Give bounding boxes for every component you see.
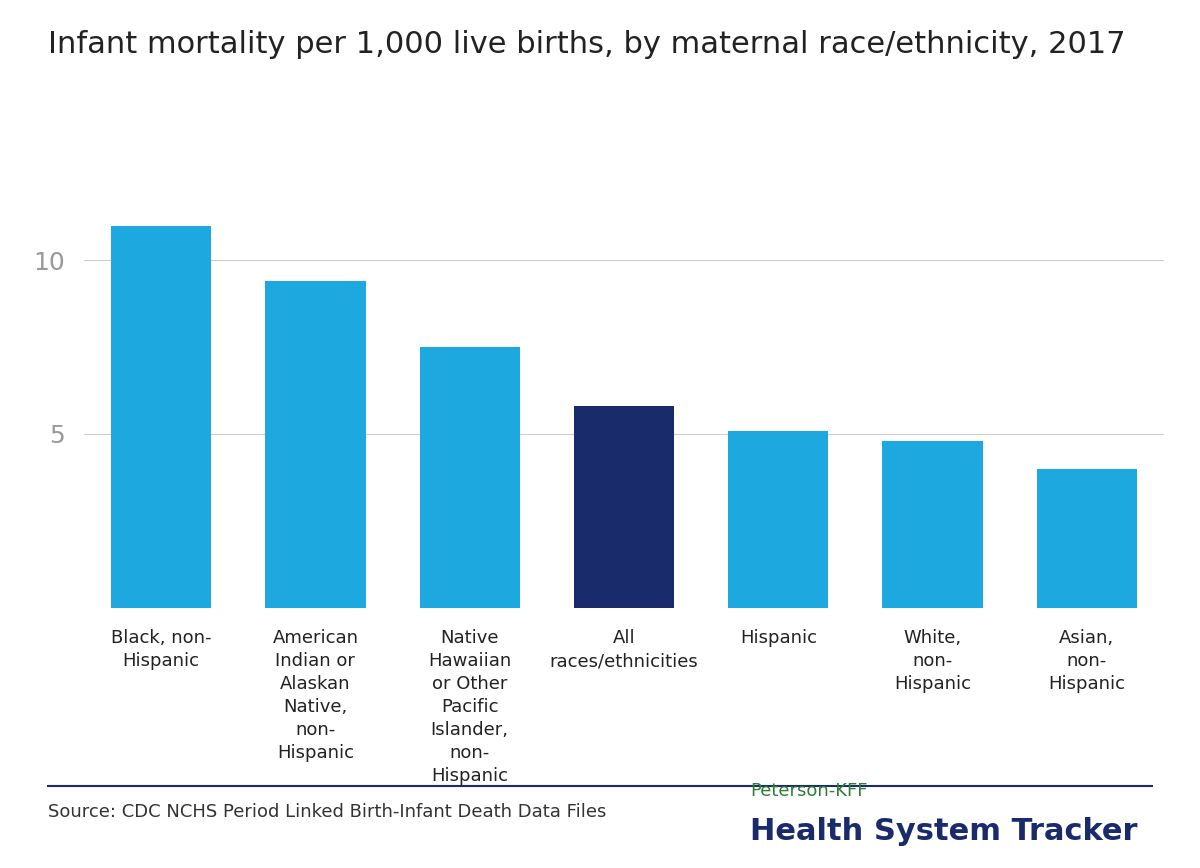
Text: Peterson-KFF: Peterson-KFF	[750, 782, 868, 800]
Text: All
races/ethnicities: All races/ethnicities	[550, 629, 698, 670]
Text: Black, non-
Hispanic: Black, non- Hispanic	[110, 629, 211, 670]
Text: American
Indian or
Alaskan
Native,
non-
Hispanic: American Indian or Alaskan Native, non- …	[272, 629, 359, 762]
Bar	[728, 431, 828, 608]
Bar	[882, 441, 983, 608]
Bar	[420, 347, 520, 608]
Text: White,
non-
Hispanic: White, non- Hispanic	[894, 629, 971, 694]
Bar	[1037, 469, 1138, 608]
Text: Native
Hawaiian
or Other
Pacific
Islander,
non-
Hispanic: Native Hawaiian or Other Pacific Islande…	[428, 629, 511, 785]
Text: Asian,
non-
Hispanic: Asian, non- Hispanic	[1049, 629, 1126, 694]
Bar	[112, 226, 211, 608]
Bar	[265, 281, 366, 608]
Text: Hispanic: Hispanic	[739, 629, 817, 648]
Text: Source: CDC NCHS Period Linked Birth-Infant Death Data Files: Source: CDC NCHS Period Linked Birth-Inf…	[48, 803, 606, 820]
Bar	[574, 406, 674, 608]
Text: Infant mortality per 1,000 live births, by maternal race/ethnicity, 2017: Infant mortality per 1,000 live births, …	[48, 30, 1126, 59]
Text: Health System Tracker: Health System Tracker	[750, 818, 1138, 846]
